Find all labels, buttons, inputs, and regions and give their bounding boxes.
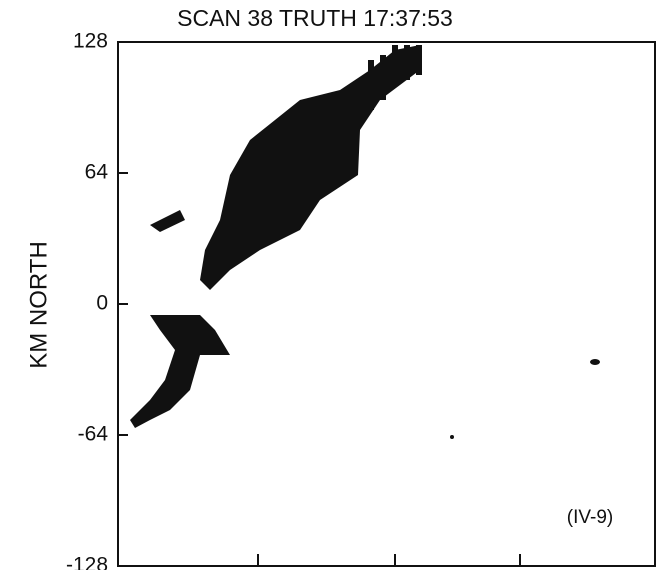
x-ticks [257,554,521,566]
y-tick-label: 64 [85,161,109,184]
echo [150,210,185,232]
echo [130,315,230,428]
echo [404,45,410,80]
echo [590,359,600,365]
radar-echoes [130,45,600,439]
y-tick-label: 0 [96,292,108,315]
y-axis-label: KM NORTH [25,241,52,369]
echo [450,435,454,439]
echo [368,60,374,110]
echo [200,45,420,290]
annotation: (IV-9) [567,507,613,528]
plot-frame [117,41,656,567]
echo [380,55,386,100]
y-tick-label: -64 [78,423,109,446]
echo [392,45,398,85]
chart-title: SCAN 38 TRUTH 17:37:53 [177,5,453,31]
y-tick-label: -128 [66,554,108,570]
echo [416,45,422,75]
y-tick-label: 128 [73,30,108,53]
